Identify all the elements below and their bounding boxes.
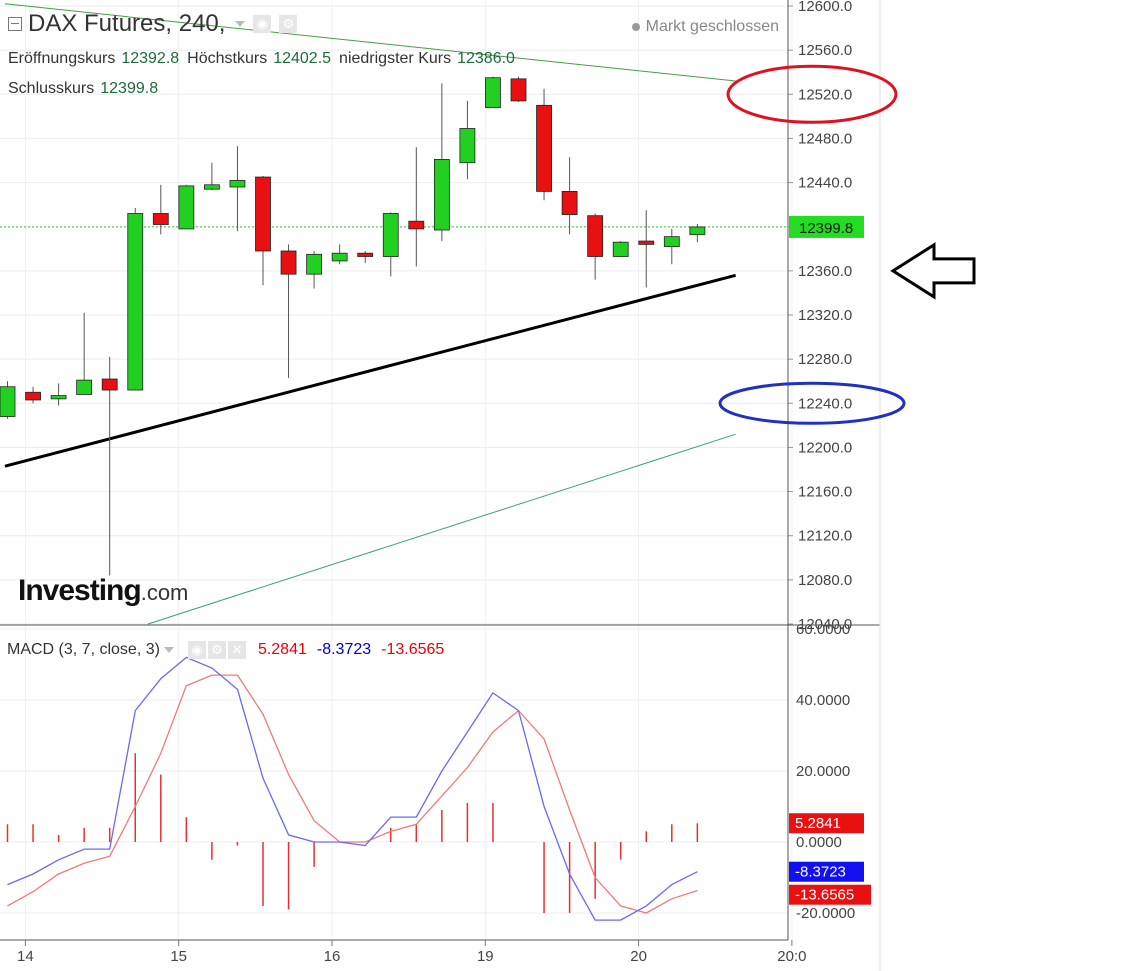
arrow-left-icon (890, 242, 976, 300)
trendline (4, 273, 737, 468)
candle-body (689, 226, 706, 236)
candle-body (178, 185, 195, 230)
price-tick-label: 12600.0 (798, 0, 852, 15)
macd-value: 5.2841 (257, 641, 307, 658)
price-tick-label: 12200.0 (798, 439, 852, 456)
chevron-down-icon[interactable] (235, 21, 246, 27)
candle-body (25, 391, 41, 401)
macd-label: MACD (3, 7, close, 3) (7, 641, 160, 658)
annotation-ellipse (718, 381, 906, 425)
candle-body (663, 236, 680, 247)
trendline (4, 3, 736, 82)
status-dot-icon (631, 22, 640, 31)
price-tick-label: 12280.0 (798, 351, 852, 368)
last-price-label: 12399.8 (799, 220, 853, 237)
macd-value-badge (789, 813, 864, 834)
gear-icon[interactable]: ⚙ (207, 641, 226, 659)
eye-icon[interactable]: ◉ (253, 15, 272, 33)
candle-body (0, 386, 16, 417)
eye-icon[interactable]: ◉ (187, 641, 206, 659)
macd-hist-value: -13.6565 (381, 641, 445, 658)
time-tick-label: 16 (324, 948, 341, 965)
macd-tick-label: 40.0000 (796, 692, 850, 709)
time-tick-label: 19 (477, 948, 494, 965)
close-label: Schlusskurs (8, 80, 95, 97)
candle-body (587, 215, 604, 257)
price-tick-label: 12360.0 (798, 263, 852, 280)
candle-body (382, 213, 399, 257)
signal-line (7, 674, 698, 914)
price-tick-label: 12480.0 (798, 130, 852, 147)
candle-body (612, 241, 629, 257)
macd-tick-label: 0.0000 (796, 834, 842, 851)
candle-body (255, 176, 271, 252)
candle-body (331, 252, 348, 262)
collapse-icon[interactable] (8, 17, 22, 31)
candle-body (536, 104, 552, 192)
macd-tick-label: 60.0000 (796, 621, 850, 638)
candle-body (76, 379, 93, 395)
candle-body (638, 240, 655, 245)
candle-body (229, 179, 246, 188)
macd-header: MACD (3, 7, close, 3) ◉ ⚙ ✕ 5.2841 -8.37… (7, 641, 444, 659)
macd-value-label: -13.6565 (795, 887, 854, 904)
ohlc-row: Eröffnungskurs 12392.8 Höchstkurs 12402.5 ni… (8, 50, 523, 68)
macd-value-badge (789, 884, 871, 905)
price-tick-label: 12440.0 (798, 175, 852, 192)
close-value: 12399.8 (100, 80, 159, 97)
open-value: 12392.8 (121, 50, 180, 67)
last-price-badge (789, 215, 864, 238)
candle-body (433, 158, 450, 231)
candle-body (127, 213, 144, 391)
open-label: Eröffnungskurs (8, 50, 116, 67)
candle-body (306, 253, 323, 275)
close-row: Schlusskurs 12399.8 (8, 80, 166, 98)
high-label: Höchstkurs (187, 50, 268, 67)
candle-body (485, 77, 501, 108)
low-label: niedrigster Kurs (339, 50, 452, 67)
macd-tick-label: -20.0000 (796, 905, 855, 922)
candle-body (101, 378, 118, 391)
time-tick-label: 14 (17, 948, 34, 965)
gear-icon[interactable]: ⚙ (279, 15, 298, 33)
candle-body (50, 395, 67, 400)
low-value: 12386.0 (457, 50, 515, 67)
macd-value-label: 5.2841 (795, 815, 841, 832)
chart-title-row: DAX Futures, 240, ◉ ⚙ (8, 10, 298, 38)
candle-body (357, 252, 374, 257)
price-tick-label: 12080.0 (798, 572, 852, 589)
chart-title: DAX Futures, 240, (28, 10, 226, 37)
price-tick-label: 12320.0 (798, 307, 852, 324)
market-status: Markt geschlossen (631, 18, 779, 36)
macd-signal-value: -8.3723 (316, 641, 372, 658)
price-tick-label: 12240.0 (798, 395, 852, 412)
price-tick-label: 12560.0 (798, 42, 852, 59)
candle-body (280, 250, 297, 275)
time-tick-label: 20 (630, 948, 647, 965)
trendline (147, 433, 736, 625)
chevron-down-icon[interactable] (163, 647, 174, 653)
candle-body (510, 78, 527, 102)
investing-logo: Investing.com (18, 574, 189, 607)
close-icon[interactable]: ✕ (227, 641, 246, 659)
price-tick-label: 12160.0 (798, 484, 852, 501)
time-tick-label: 15 (170, 948, 187, 965)
price-tick-label: 12520.0 (798, 86, 852, 103)
time-tick-label: 20:0 (777, 948, 806, 965)
candle-body (561, 190, 578, 215)
macd-tick-label: 20.0000 (796, 763, 850, 780)
candle-body (203, 184, 220, 190)
candle-body (459, 128, 476, 164)
macd-line (7, 656, 698, 921)
annotation-ellipse (726, 64, 898, 124)
candle-body (408, 220, 425, 230)
candle-body (152, 213, 169, 225)
macd-value-badge (789, 861, 864, 882)
macd-value-label: -8.3723 (795, 864, 846, 881)
high-value: 12402.5 (273, 50, 332, 67)
price-tick-label: 12120.0 (798, 528, 852, 545)
